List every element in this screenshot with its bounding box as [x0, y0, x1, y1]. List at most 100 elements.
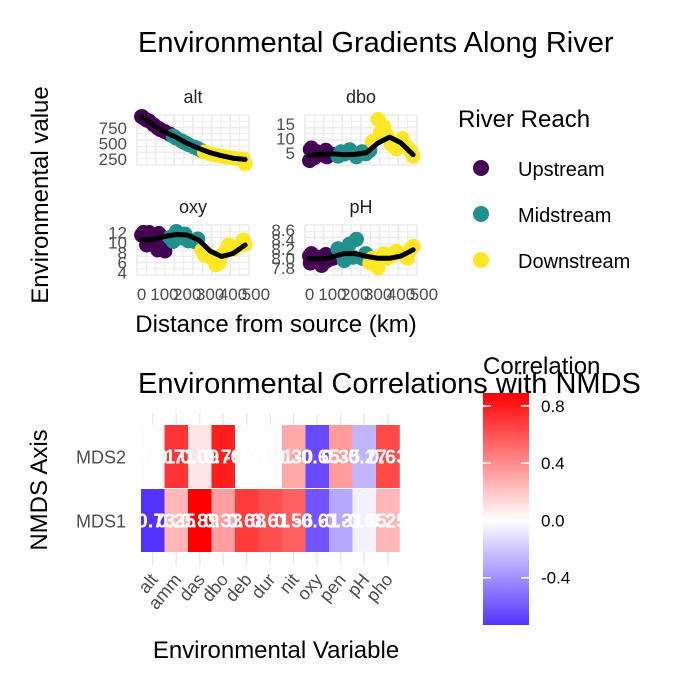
facet-strip-label: oxy — [179, 197, 207, 217]
heatmap-cell-label: -0.73 — [130, 511, 176, 533]
heatmap-panel: -0.730.250.890.330.680.610.56-0.61-0.31-… — [76, 413, 407, 613]
y-tick-label: 8.2 — [271, 240, 295, 259]
y-tick-label: 8.0 — [271, 249, 295, 268]
heatmap-x-tick-label: dur — [247, 570, 279, 603]
gradients-title: Environmental Gradients Along River — [138, 27, 614, 59]
heatmap-cell-label: -0.61 — [294, 511, 340, 533]
heatmap-cell — [329, 425, 353, 488]
colorbar-tick-label: -0.4 — [541, 569, 570, 588]
heatmap-cell — [164, 425, 189, 488]
legend-upstream-marker — [473, 160, 489, 176]
heatmap-cell — [141, 425, 165, 488]
x-tick-label: 300 — [196, 285, 224, 304]
heatmap-cell-label: 0.71 — [157, 447, 196, 469]
gradients-y-axis-label: Environmental value — [27, 86, 54, 303]
heatmap-cell — [352, 425, 377, 488]
heatmap-cell — [305, 425, 330, 488]
y-tick-label: 250 — [99, 150, 127, 169]
y-tick-label: 10 — [276, 130, 295, 149]
facet-strip-label: dbo — [346, 87, 376, 107]
heatmap-cell-label: 0.56 — [274, 511, 313, 533]
heatmap-cell-label: -0.31 — [318, 511, 364, 533]
heatmap-cell-label: -0.65 — [294, 447, 340, 469]
x-tick-label: 300 — [364, 285, 392, 304]
x-tick-label: 500 — [410, 285, 438, 304]
heatmap-cell-label: -0.01 — [247, 447, 293, 469]
heatmap-cell — [141, 489, 165, 552]
heatmap-cell — [376, 489, 400, 552]
y-tick-label: 8.4 — [271, 230, 295, 249]
facet-strip-label: alt — [183, 87, 202, 107]
y-tick-label: 5 — [286, 144, 295, 163]
heatmap-cell — [235, 425, 259, 488]
legend-downstream-label: Downstream — [518, 251, 630, 273]
heatmap-cell-label: 0.63 — [368, 447, 407, 469]
heatmap-cell — [188, 425, 212, 488]
heatmap-cell-label: -0.01 — [130, 447, 176, 469]
x-tick-label: 100 — [150, 285, 178, 304]
heatmap-y-tick-label: MDS1 — [76, 512, 126, 532]
heatmap-cell-label: 0.35 — [321, 447, 360, 469]
legend-upstream-label: Upstream — [518, 159, 605, 181]
heatmap-cell-label: 0.25 — [368, 511, 407, 533]
heatmap-cell-label: 0.89 — [180, 511, 219, 533]
y-tick-label: 8.6 — [271, 221, 295, 240]
heatmap-cell-label: 0.68 — [227, 511, 266, 533]
trend-line — [139, 232, 248, 259]
heatmap-cell-label: 0.09 — [180, 447, 219, 469]
x-tick-label: 200 — [341, 285, 369, 304]
heatmap-cell — [258, 425, 283, 488]
heatmap-cell — [235, 489, 259, 552]
legend-midstream-marker — [473, 206, 489, 222]
colorbar-gradient — [483, 393, 529, 625]
facet-strip-label: pH — [349, 197, 372, 217]
y-tick-label: 12 — [108, 224, 127, 243]
heatmap-cell-label: 0.79 — [204, 447, 243, 469]
y-tick-label: 4 — [118, 264, 127, 283]
heatmap-cell — [211, 489, 236, 552]
data-point-downstream — [370, 260, 386, 276]
gradients-x-axis-label: Distance from source (km) — [135, 311, 416, 338]
heatmap-title: Environmental Correlations with NMDS — [138, 368, 641, 400]
heatmap-x-axis-label: Environmental Variable — [153, 637, 399, 664]
heatmap-cell-label: -0.27 — [341, 447, 387, 469]
reach-legend: River Reach Upstream Midstream Downstrea… — [458, 106, 630, 273]
y-tick-label: 6 — [118, 254, 127, 273]
heatmap-cell-label: -0.05 — [341, 511, 387, 533]
heatmap-cell-label: 0.61 — [251, 511, 290, 533]
heatmap-cell — [164, 489, 189, 552]
x-tick-label: 200 — [173, 285, 201, 304]
heatmap-cell — [211, 425, 236, 488]
colorbar-tick-label: 0.8 — [541, 397, 565, 416]
heatmap-cell — [305, 489, 330, 552]
data-point-midstream — [348, 231, 364, 247]
heatmap-cell — [282, 425, 306, 488]
x-tick-label: 0 — [137, 285, 146, 304]
heatmap-y-axis-label: NMDS Axis — [26, 429, 53, 550]
legend-midstream-label: Midstream — [518, 205, 611, 227]
heatmap-cell-label: 0.30 — [274, 447, 313, 469]
heatmap-cell-label: 0.33 — [204, 511, 243, 533]
heatmap-cell-label: 0.25 — [157, 511, 196, 533]
heatmap-cell — [329, 489, 353, 552]
colorbar-tick-label: 0.4 — [541, 454, 565, 473]
y-tick-label: 750 — [99, 119, 127, 138]
legend-downstream-marker — [473, 252, 489, 268]
y-tick-label: 500 — [99, 134, 127, 153]
trend-line — [139, 114, 248, 162]
colorbar: -0.4 0.0 0.4 0.8 — [483, 393, 570, 625]
colorbar-tick-label: 0.0 — [541, 511, 565, 530]
heatmap-cell — [282, 489, 306, 552]
trend-line — [307, 134, 416, 158]
heatmap-x-tick-label: pho — [362, 570, 397, 606]
heatmap-cell — [352, 489, 377, 552]
heatmap-cell — [376, 425, 400, 488]
heatmap-cell — [188, 489, 212, 552]
heatmap-y-tick-label: MDS2 — [76, 448, 126, 468]
